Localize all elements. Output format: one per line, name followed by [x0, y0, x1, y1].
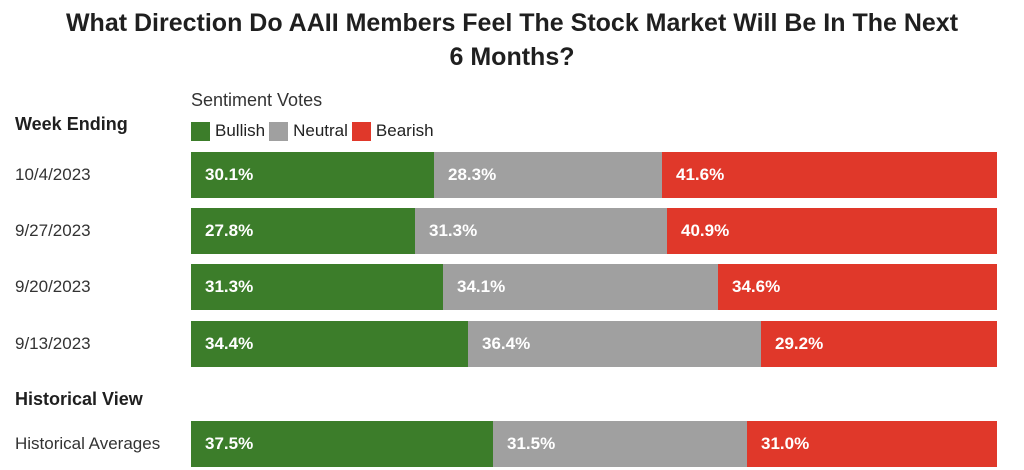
data-label-bullish: 27.8% [205, 221, 254, 240]
legend-item-bullish: Bullish [191, 121, 265, 141]
legend-label-bearish: Bearish [375, 121, 434, 140]
bar-segment-neutral: 31.3% [415, 208, 667, 254]
row-label: 10/4/2023 [15, 165, 91, 184]
data-label-neutral: 31.5% [507, 434, 556, 453]
legend-label-bullish: Bullish [215, 121, 266, 140]
chart-title-line-1: What Direction Do AAII Members Feel The … [65, 9, 959, 37]
data-label-bullish: 31.3% [205, 277, 254, 296]
legend: Bullish Neutral Bearish [191, 121, 438, 141]
data-label-bearish: 41.6% [676, 165, 725, 184]
row-label: Historical Averages [15, 434, 161, 453]
bar-segment-bearish: 34.6% [718, 264, 997, 310]
data-label-bullish: 34.4% [205, 334, 254, 353]
legend-swatch-bullish [191, 121, 210, 141]
data-label-bearish: 40.9% [681, 221, 730, 240]
data-label-bearish: 31.0% [761, 434, 810, 453]
legend-item-bearish: Bearish [351, 121, 434, 141]
bar-segment-bearish: 29.2% [761, 321, 997, 367]
legend-swatch-bearish [351, 121, 371, 141]
row-label: 9/20/2023 [15, 277, 91, 296]
bar-segment-bullish: 34.4% [191, 321, 468, 367]
bar-segment-bullish: 31.3% [191, 264, 443, 310]
bar-segment-bullish: 30.1% [191, 152, 434, 198]
data-label-bullish: 30.1% [205, 165, 254, 184]
chart-title: What Direction Do AAII Members Feel The … [0, 6, 1024, 74]
bar-segment-bearish: 31.0% [747, 421, 997, 467]
bar-segment-bullish: 37.5% [191, 421, 493, 467]
legend-label-neutral: Neutral [293, 121, 348, 140]
data-label-neutral: 31.3% [429, 221, 478, 240]
data-label-neutral: 28.3% [448, 165, 497, 184]
bar-segment-neutral: 31.5% [493, 421, 747, 467]
data-label-bullish: 37.5% [205, 434, 254, 453]
row-label: 9/13/2023 [15, 334, 91, 353]
stacked-bar: 34.4% 36.4% 29.2% [191, 321, 997, 367]
bar-segment-neutral: 28.3% [434, 152, 662, 198]
legend-item-neutral: Neutral [269, 121, 348, 141]
bar-segment-bearish: 41.6% [662, 152, 997, 198]
data-label-bearish: 34.6% [732, 277, 781, 296]
historical-view-header: Historical View [15, 389, 143, 409]
week-ending-header: Week Ending [15, 114, 128, 134]
data-label-bearish: 29.2% [775, 334, 824, 353]
bar-segment-bearish: 40.9% [667, 208, 997, 254]
stacked-bar: 30.1% 28.3% 41.6% [191, 152, 997, 198]
bar-segment-bullish: 27.8% [191, 208, 415, 254]
data-label-neutral: 36.4% [482, 334, 531, 353]
bar-segment-neutral: 34.1% [443, 264, 718, 310]
legend-title: Sentiment Votes [191, 90, 323, 110]
stacked-bar: 31.3% 34.1% 34.6% [191, 264, 997, 310]
data-label-neutral: 34.1% [457, 277, 506, 296]
chart-title-line-2: 6 Months? [449, 43, 575, 71]
row-label: 9/27/2023 [15, 221, 91, 240]
legend-swatch-neutral [269, 121, 289, 141]
stacked-bar: 27.8% 31.3% 40.9% [191, 208, 997, 254]
stacked-bar: 37.5% 31.5% 31.0% [191, 421, 997, 467]
bar-segment-neutral: 36.4% [468, 321, 761, 367]
